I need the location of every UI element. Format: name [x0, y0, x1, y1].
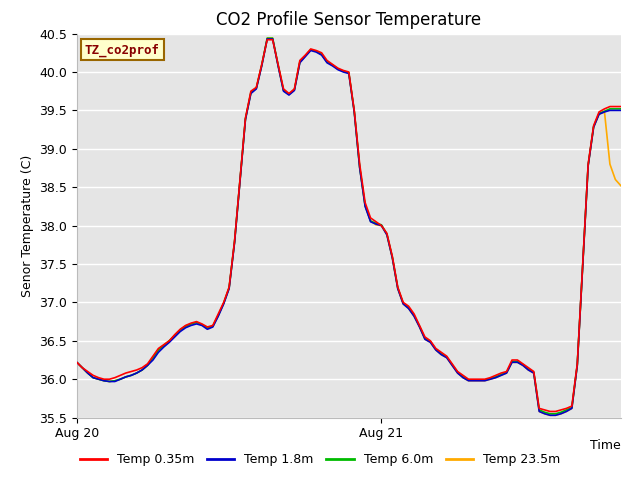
Text: TZ_co2prof: TZ_co2prof — [85, 43, 160, 57]
Legend: Temp 0.35m, Temp 1.8m, Temp 6.0m, Temp 23.5m: Temp 0.35m, Temp 1.8m, Temp 6.0m, Temp 2… — [75, 448, 565, 471]
Text: Time: Time — [590, 439, 621, 452]
Title: CO2 Profile Sensor Temperature: CO2 Profile Sensor Temperature — [216, 11, 481, 29]
Y-axis label: Senor Temperature (C): Senor Temperature (C) — [20, 155, 34, 297]
